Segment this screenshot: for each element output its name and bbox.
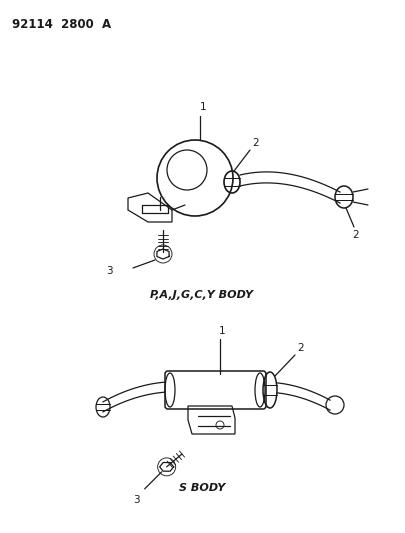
- Text: 2: 2: [352, 230, 358, 240]
- Text: P,A,J,G,C,Y BODY: P,A,J,G,C,Y BODY: [151, 290, 254, 300]
- Text: 2: 2: [297, 343, 304, 353]
- Text: S BODY: S BODY: [179, 483, 225, 493]
- Text: 3: 3: [107, 266, 113, 276]
- Text: 3: 3: [133, 495, 140, 505]
- Text: 1: 1: [219, 326, 225, 336]
- Text: 1: 1: [200, 102, 206, 112]
- Text: 2: 2: [252, 138, 259, 148]
- Text: 92114  2800  A: 92114 2800 A: [12, 18, 111, 31]
